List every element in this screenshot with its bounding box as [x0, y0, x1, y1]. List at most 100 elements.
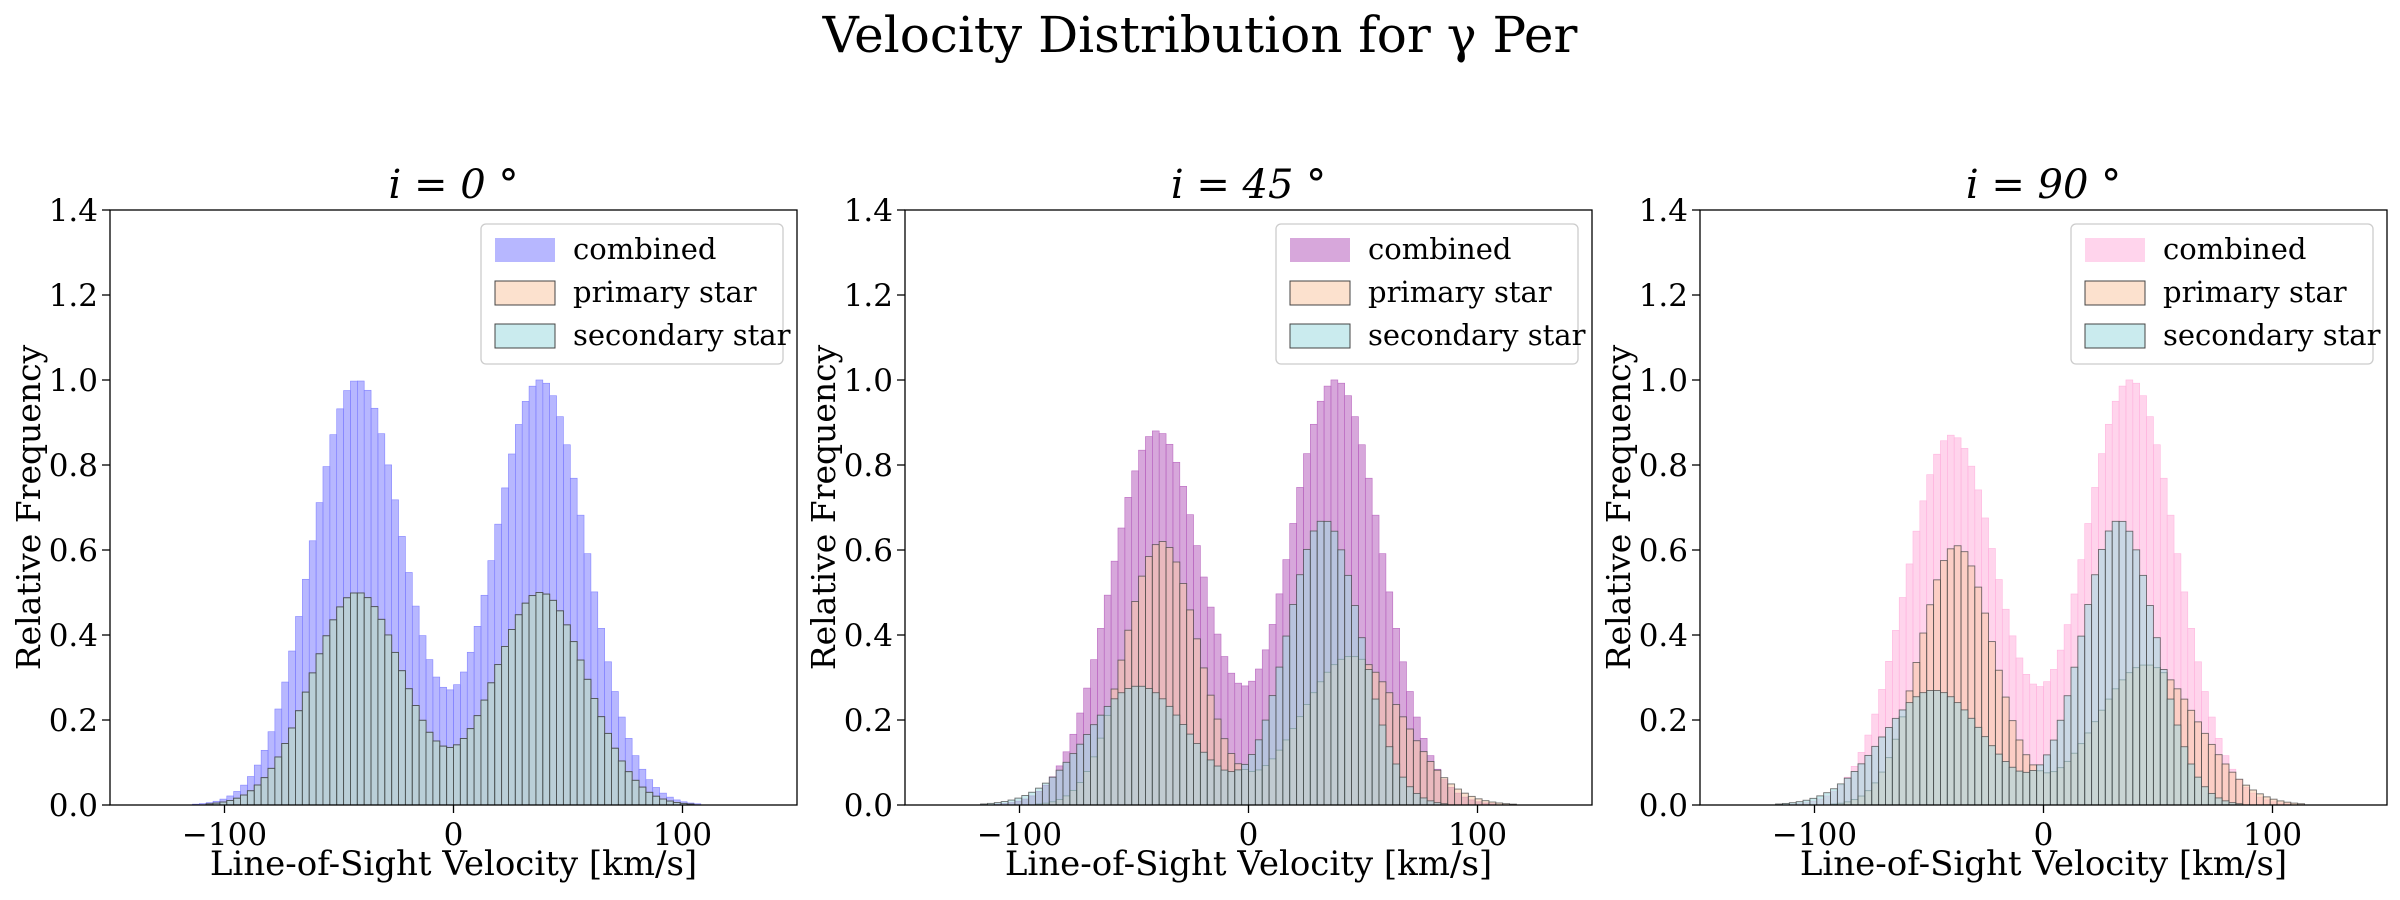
y-tick-label: 1.4 — [49, 193, 98, 229]
histogram-bar — [2152, 637, 2161, 806]
histogram-bar — [1871, 745, 1880, 806]
histogram-bar — [1206, 759, 1215, 806]
histogram-bar — [1021, 795, 1030, 806]
histogram-bar — [2132, 549, 2141, 806]
histogram-bar — [391, 651, 399, 806]
histogram-bar — [652, 795, 661, 806]
legend-swatch — [1289, 280, 1351, 306]
histogram-bar — [315, 653, 324, 806]
histogram-bar — [2166, 698, 2175, 806]
series-secondary-star — [205, 592, 695, 806]
figure-title: Velocity Distribution for γ Per — [822, 6, 1578, 64]
histogram-bar — [1090, 724, 1098, 806]
x-tick-label: 100 — [653, 817, 712, 853]
histogram-bar — [2091, 574, 2099, 806]
histogram-bar — [1440, 777, 1449, 806]
histogram-bar — [576, 659, 585, 806]
histogram-bar — [2269, 798, 2278, 806]
histogram-bar — [2043, 754, 2051, 806]
y-tick-label: 0.4 — [49, 618, 98, 654]
histogram-bar — [384, 634, 393, 806]
histogram-bar — [2001, 761, 2010, 806]
histogram-bar — [1179, 724, 1188, 806]
legend-box — [1275, 223, 1579, 365]
legend-label: secondary star — [1368, 318, 1586, 352]
series-secondary-star — [980, 520, 1449, 806]
histogram-bar — [2249, 789, 2257, 806]
histogram-bar — [1974, 726, 1983, 806]
histogram-bar — [1433, 769, 1442, 806]
histogram-bar — [1378, 724, 1387, 806]
histogram-bar — [1261, 719, 1270, 806]
histogram-bar — [288, 727, 296, 806]
histogram-bar — [1461, 792, 1469, 806]
histogram-bar — [1282, 635, 1291, 806]
y-tick-label: 0.6 — [49, 533, 98, 569]
histogram-bar — [549, 599, 557, 806]
histogram-bar — [363, 597, 372, 806]
x-axis-label: Line-of-Sight Velocity [km/s] — [210, 844, 697, 884]
histogram-bar — [2125, 530, 2134, 806]
panel-title: i = 45 ° — [1171, 162, 1326, 208]
histogram-bar — [473, 715, 482, 806]
histogram-bar — [487, 682, 496, 806]
histogram-bar — [439, 745, 448, 806]
histogram-bar — [1254, 739, 1263, 806]
histogram-bar — [2084, 604, 2093, 806]
x-tick-label: 0 — [1239, 817, 1259, 853]
histogram-bar — [542, 593, 551, 806]
histogram-bar — [569, 641, 578, 806]
histogram-bar — [1158, 698, 1167, 806]
histogram-bar — [1055, 769, 1064, 806]
histogram-bar — [370, 606, 379, 806]
y-tick-label: 0.2 — [1639, 703, 1688, 739]
histogram-bar — [1939, 692, 1948, 806]
histogram-bar — [1014, 797, 1023, 806]
histogram-bar — [2262, 796, 2271, 806]
histogram-bar — [2098, 548, 2106, 806]
panel-title: i = 0 ° — [389, 162, 519, 208]
histogram-bar — [1323, 520, 1332, 806]
histogram-bar — [404, 688, 413, 806]
y-tick-label: 0.8 — [844, 448, 893, 484]
histogram-bar — [459, 738, 468, 806]
histogram-bar — [1830, 788, 1838, 806]
histogram-bar — [1110, 698, 1119, 806]
histogram-bar — [590, 698, 599, 806]
histogram-bar — [1069, 753, 1078, 806]
histogram-bar — [2201, 786, 2209, 806]
histogram-bar — [1138, 685, 1146, 806]
legend: combined primary star secondary star — [2070, 223, 2381, 365]
histogram-bar — [1344, 574, 1353, 806]
histogram-bar — [604, 732, 612, 806]
histogram-bar — [281, 743, 290, 806]
x-tick-label: −100 — [182, 817, 267, 853]
histogram-bar — [659, 798, 667, 806]
histogram-bar — [411, 705, 420, 806]
y-tick-label: 0.0 — [1639, 788, 1688, 824]
histogram-bar — [274, 756, 283, 806]
legend-swatch — [2085, 238, 2145, 262]
legend-label: combined — [2163, 232, 2306, 266]
histogram-bar — [1076, 743, 1085, 806]
histogram-bar — [1823, 792, 1831, 806]
histogram-bar — [2221, 763, 2230, 806]
histogram-bar — [1144, 688, 1153, 806]
histogram-bar — [350, 592, 358, 806]
y-tick-label: 1.0 — [844, 363, 893, 399]
legend-label: combined — [573, 232, 716, 266]
histogram-bar — [1227, 771, 1236, 806]
histogram-bar — [240, 794, 248, 806]
legend-label: secondary star — [2163, 318, 2381, 352]
histogram-bar — [329, 619, 338, 806]
histogram-bar — [2187, 763, 2196, 806]
histogram-bar — [2214, 797, 2223, 806]
histogram-bar — [1836, 783, 1845, 806]
histogram-bar — [617, 760, 626, 806]
histogram-bar — [226, 800, 235, 806]
legend-swatch — [2084, 323, 2146, 349]
histogram-bar — [1165, 705, 1174, 806]
histogram-bar — [1131, 685, 1140, 806]
legend-swatch — [494, 280, 556, 306]
y-tick-label: 1.4 — [844, 193, 893, 229]
